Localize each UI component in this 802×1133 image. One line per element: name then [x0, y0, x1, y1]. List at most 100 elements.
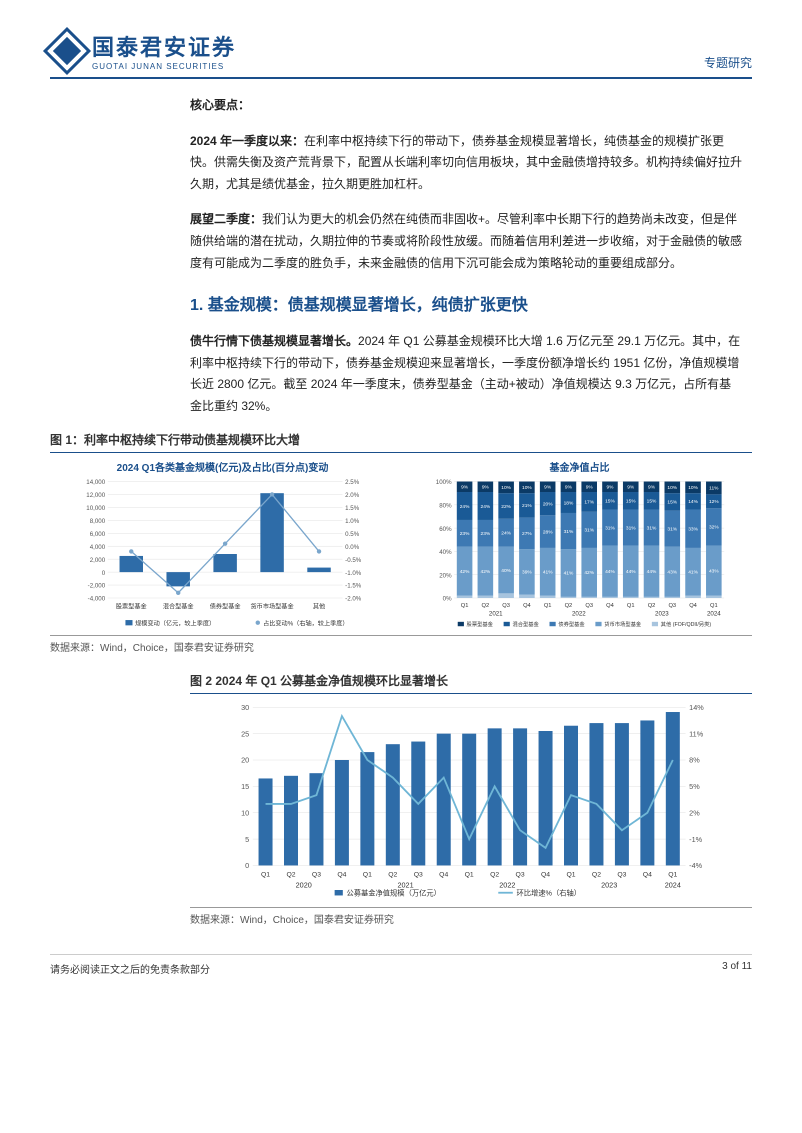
svg-text:-1.5%: -1.5%: [345, 583, 362, 590]
svg-text:32%: 32%: [709, 525, 719, 531]
svg-text:混合型基金: 混合型基金: [163, 603, 194, 611]
svg-text:23%: 23%: [481, 531, 491, 537]
svg-text:2024: 2024: [665, 881, 681, 890]
svg-text:-1.0%: -1.0%: [345, 570, 362, 577]
fig1-right-chart: 基金净值占比 0%20%40%60%80%100%Q1Q2Q3Q4Q1Q2Q3Q…: [407, 459, 752, 631]
svg-text:9%: 9%: [482, 485, 490, 491]
fig2-caption: 图 2 2024 年 Q1 公募基金净值规模环比显著增长: [190, 672, 752, 694]
svg-text:31%: 31%: [667, 527, 677, 533]
svg-text:20: 20: [241, 756, 249, 765]
svg-text:9%: 9%: [565, 485, 573, 491]
svg-text:-2,000: -2,000: [88, 583, 106, 590]
svg-text:Q4: Q4: [337, 872, 346, 879]
svg-text:其他 (FOF/QDII/另类): 其他 (FOF/QDII/另类): [661, 621, 712, 629]
header-tag: 专题研究: [704, 54, 752, 71]
svg-text:41%: 41%: [688, 570, 698, 576]
svg-text:14%: 14%: [689, 703, 704, 712]
svg-text:0.5%: 0.5%: [345, 531, 360, 538]
page-footer: 请务必阅读正文之后的免责条款部分 3 of 11: [50, 954, 752, 976]
svg-text:15: 15: [241, 782, 249, 791]
svg-text:15%: 15%: [667, 500, 677, 506]
svg-text:2021: 2021: [489, 611, 503, 618]
logo-icon: [43, 26, 91, 74]
svg-text:10%: 10%: [522, 485, 532, 491]
svg-text:2.5%: 2.5%: [345, 480, 360, 487]
svg-text:33%: 33%: [688, 527, 698, 533]
svg-text:9%: 9%: [606, 485, 614, 491]
svg-text:2023: 2023: [601, 881, 617, 890]
svg-text:-1%: -1%: [689, 835, 702, 844]
svg-text:0: 0: [102, 570, 106, 577]
svg-text:Q4: Q4: [643, 872, 652, 879]
svg-text:2%: 2%: [689, 809, 700, 818]
svg-text:44%: 44%: [626, 569, 636, 575]
svg-text:10%: 10%: [688, 485, 698, 491]
svg-text:25: 25: [241, 730, 249, 739]
svg-text:2022: 2022: [499, 881, 515, 890]
svg-text:100%: 100%: [436, 480, 452, 487]
svg-text:11%: 11%: [709, 486, 719, 492]
svg-text:股票型基金: 股票型基金: [467, 621, 494, 629]
svg-text:Q1: Q1: [627, 603, 635, 609]
svg-text:Q2: Q2: [648, 603, 656, 609]
svg-text:货币市场型基金: 货币市场型基金: [251, 603, 294, 611]
svg-text:混合型基金: 混合型基金: [512, 621, 539, 629]
svg-text:60%: 60%: [439, 526, 452, 533]
svg-text:44%: 44%: [605, 569, 615, 575]
fig1-source: 数据来源：Wind，Choice，国泰君安证券研究: [50, 635, 752, 654]
svg-text:9%: 9%: [627, 485, 635, 491]
svg-text:24%: 24%: [501, 531, 511, 537]
svg-text:27%: 27%: [522, 531, 532, 537]
svg-text:Q4: Q4: [523, 603, 531, 609]
section1-heading: 1. 基金规模：债基规模显著增长，纯债扩张更快: [190, 292, 742, 321]
p2-lead: 展望二季度：: [190, 212, 262, 226]
svg-text:4,000: 4,000: [90, 544, 106, 551]
svg-text:-4,000: -4,000: [88, 596, 106, 603]
svg-text:15%: 15%: [626, 499, 636, 505]
svg-text:10%: 10%: [501, 485, 511, 491]
logo-block: 国泰君安证券 GUOTAI JUNAN SECURITIES: [50, 30, 236, 71]
svg-text:-4%: -4%: [689, 862, 702, 871]
svg-text:12,000: 12,000: [86, 492, 105, 499]
svg-text:Q3: Q3: [668, 603, 676, 609]
svg-text:31%: 31%: [626, 526, 636, 532]
figure-1: 图 1：利率中枢持续下行带动债基规模环比大增 2024 Q1各类基金规模(亿元)…: [50, 431, 752, 654]
svg-text:股票型基金: 股票型基金: [116, 603, 147, 611]
svg-text:2023: 2023: [655, 611, 669, 618]
fig1-left-title: 2024 Q1各类基金规模(亿元)及占比(百分点)变动: [50, 459, 395, 474]
svg-text:Q2: Q2: [565, 603, 573, 609]
svg-text:23%: 23%: [460, 531, 470, 537]
figure-2: 图 2 2024 年 Q1 公募基金净值规模环比显著增长 05101520253…: [190, 672, 752, 926]
svg-text:Q4: Q4: [439, 872, 448, 879]
svg-text:0.0%: 0.0%: [345, 544, 360, 551]
svg-text:5%: 5%: [689, 782, 700, 791]
svg-text:Q2: Q2: [286, 872, 295, 879]
fig1-right-title: 基金净值占比: [407, 459, 752, 474]
svg-text:公募基金净值规模（万亿元）: 公募基金净值规模（万亿元）: [346, 889, 440, 898]
svg-text:Q4: Q4: [541, 872, 550, 879]
fig1-left-chart: 2024 Q1各类基金规模(亿元)及占比(百分点)变动 -4,000 -2,000…: [50, 459, 395, 631]
svg-text:Q1: Q1: [710, 603, 718, 609]
svg-text:债券型基金: 债券型基金: [558, 621, 585, 629]
svg-text:8%: 8%: [689, 756, 700, 765]
svg-text:1.0%: 1.0%: [345, 518, 360, 525]
footer-disclaimer: 请务必阅读正文之后的免责条款部分: [50, 961, 210, 976]
svg-text:41%: 41%: [564, 571, 574, 577]
svg-text:9%: 9%: [461, 485, 469, 491]
svg-text:0%: 0%: [443, 596, 452, 603]
svg-text:9%: 9%: [586, 485, 594, 491]
svg-text:9%: 9%: [544, 485, 552, 491]
svg-text:Q3: Q3: [502, 603, 510, 609]
svg-text:80%: 80%: [439, 503, 452, 510]
svg-text:43%: 43%: [667, 570, 677, 576]
svg-text:42%: 42%: [481, 569, 491, 575]
svg-text:24%: 24%: [481, 504, 491, 510]
svg-text:Q2: Q2: [592, 872, 601, 879]
svg-text:18%: 18%: [564, 501, 574, 507]
svg-text:14,000: 14,000: [86, 480, 105, 487]
svg-text:Q3: Q3: [414, 872, 423, 879]
svg-text:Q1: Q1: [363, 872, 372, 879]
svg-text:规模变动（亿元，较上季度）: 规模变动（亿元，较上季度）: [135, 620, 215, 628]
svg-text:10: 10: [241, 809, 249, 818]
s1-lead: 债牛行情下债基规模显著增长。: [190, 334, 358, 348]
